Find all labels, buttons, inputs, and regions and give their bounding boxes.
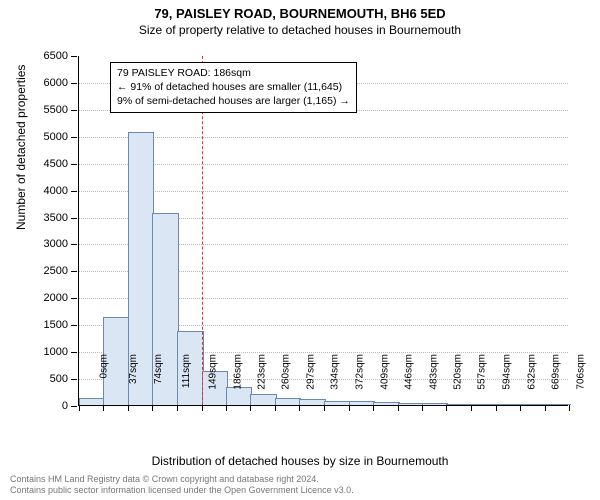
x-tick-label: 37sqm <box>128 354 139 384</box>
histogram-bar <box>422 403 448 405</box>
y-tick-label: 500 <box>28 373 68 385</box>
footer-attribution: Contains HM Land Registry data © Crown c… <box>10 474 354 497</box>
histogram-bar <box>545 404 571 405</box>
annotation-line: ← 91% of detached houses are smaller (11… <box>117 80 350 94</box>
x-tick-label: 483sqm <box>428 354 439 390</box>
y-tick <box>71 110 77 111</box>
y-tick-label: 2000 <box>28 292 68 304</box>
x-tick-label: 557sqm <box>477 354 488 390</box>
x-tick <box>496 405 497 411</box>
footer-line-2: Contains public sector information licen… <box>10 485 354 496</box>
x-tick-label: 223sqm <box>257 354 268 390</box>
y-tick-label: 4500 <box>28 158 68 170</box>
x-tick-label: 520sqm <box>453 354 464 390</box>
x-tick <box>324 405 325 411</box>
y-tick <box>71 218 77 219</box>
title-sub: Size of property relative to detached ho… <box>0 23 600 37</box>
y-tick <box>71 379 77 380</box>
x-tick-label: 594sqm <box>501 354 512 390</box>
x-tick <box>226 405 227 411</box>
y-tick-label: 6000 <box>28 77 68 89</box>
chart-title-block: 79, PAISLEY ROAD, BOURNEMOUTH, BH6 5ED S… <box>0 0 600 37</box>
histogram-bar <box>226 387 252 405</box>
y-tick-label: 1500 <box>28 319 68 331</box>
x-tick-label: 149sqm <box>208 354 219 390</box>
x-tick <box>422 405 423 411</box>
x-tick <box>569 405 570 411</box>
x-tick-label: 74sqm <box>153 354 164 384</box>
title-main: 79, PAISLEY ROAD, BOURNEMOUTH, BH6 5ED <box>0 6 600 21</box>
x-axis-title: Distribution of detached houses by size … <box>0 454 600 468</box>
y-tick-label: 4000 <box>28 185 68 197</box>
x-tick-label: 0sqm <box>98 354 109 378</box>
x-tick <box>471 405 472 411</box>
x-tick <box>299 405 300 411</box>
y-tick <box>71 56 77 57</box>
x-tick <box>398 405 399 411</box>
x-tick <box>103 405 104 411</box>
x-tick-label: 446sqm <box>404 354 415 390</box>
x-tick-label: 632sqm <box>526 354 537 390</box>
y-tick <box>71 325 77 326</box>
x-tick-label: 111sqm <box>181 354 192 388</box>
chart-area: 79 PAISLEY ROAD: 186sqm← 91% of detached… <box>78 56 568 406</box>
histogram-bar <box>496 404 522 405</box>
y-tick-label: 6500 <box>28 50 68 62</box>
histogram-bar <box>349 401 375 405</box>
x-tick <box>177 405 178 411</box>
histogram-bar <box>324 401 350 405</box>
histogram-bar <box>520 404 546 405</box>
y-tick <box>71 406 77 407</box>
y-tick <box>71 164 77 165</box>
y-axis-title: Number of detached properties <box>14 65 28 230</box>
y-tick <box>71 83 77 84</box>
histogram-bar <box>373 402 399 405</box>
x-tick-label: 186sqm <box>232 354 243 390</box>
x-tick <box>520 405 521 411</box>
x-tick <box>545 405 546 411</box>
x-tick <box>152 405 153 411</box>
x-tick <box>128 405 129 411</box>
x-tick-label: 409sqm <box>379 354 390 390</box>
footer-line-1: Contains HM Land Registry data © Crown c… <box>10 474 354 485</box>
annotation-line: 9% of semi-detached houses are larger (1… <box>117 94 350 108</box>
histogram-bar <box>275 398 301 405</box>
y-tick <box>71 137 77 138</box>
histogram-bar <box>398 403 424 405</box>
y-tick-label: 3000 <box>28 238 68 250</box>
y-tick-label: 2500 <box>28 265 68 277</box>
y-tick-label: 5500 <box>28 104 68 116</box>
histogram-bar <box>299 399 325 405</box>
y-tick-label: 5000 <box>28 131 68 143</box>
y-tick-label: 0 <box>28 400 68 412</box>
y-tick <box>71 352 77 353</box>
histogram-bar <box>446 404 472 405</box>
histogram-bar <box>471 404 497 405</box>
x-tick-label: 669sqm <box>551 354 562 390</box>
x-tick-label: 372sqm <box>355 354 366 390</box>
x-tick <box>275 405 276 411</box>
y-tick <box>71 244 77 245</box>
y-tick-label: 1000 <box>28 346 68 358</box>
y-tick <box>71 191 77 192</box>
x-tick <box>202 405 203 411</box>
x-tick-label: 297sqm <box>305 354 316 390</box>
y-tick <box>71 298 77 299</box>
x-tick <box>79 405 80 411</box>
x-tick <box>349 405 350 411</box>
x-tick <box>250 405 251 411</box>
histogram-bar <box>79 398 105 405</box>
y-tick <box>71 271 77 272</box>
annotation-line: 79 PAISLEY ROAD: 186sqm <box>117 66 350 80</box>
x-tick-label: 706sqm <box>575 354 586 390</box>
x-tick <box>373 405 374 411</box>
annotation-box: 79 PAISLEY ROAD: 186sqm← 91% of detached… <box>110 62 357 113</box>
y-tick-label: 3500 <box>28 212 68 224</box>
x-tick <box>446 405 447 411</box>
x-tick-label: 334sqm <box>330 354 341 390</box>
x-tick-label: 260sqm <box>281 354 292 390</box>
histogram-bar <box>250 394 276 405</box>
